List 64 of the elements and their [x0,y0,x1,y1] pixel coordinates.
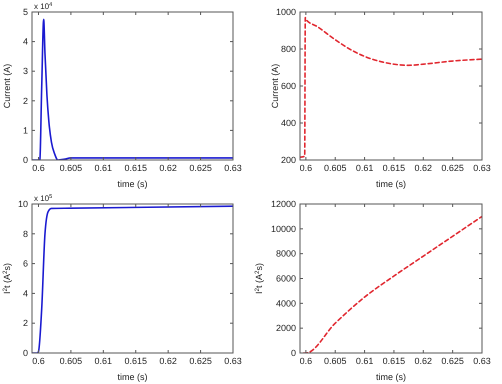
y-tick-label: 200 [280,155,296,165]
x-tick-label: 0.605 [60,356,82,366]
x-tick-label: 0.605 [324,356,346,366]
x-axis-title: time (s) [376,372,406,382]
line-series [300,16,482,158]
y-axis-title: Current (A) [2,64,12,108]
y-tick-label: 800 [280,44,296,54]
y-tick-label: 2 [22,318,28,328]
x-tick-label: 0.63 [473,356,491,366]
text: x 10$^{4}$ [34,2,52,11]
y-tick-label: 1000 [276,7,296,17]
x-tick-label: 0.62 [414,356,432,366]
line-series [32,18,233,160]
y-axis-title: Current (A) [270,64,280,108]
y-tick-label: 2 [22,96,28,106]
x-tick-label: 0.605 [324,163,346,173]
y-tick-label: 5 [22,7,28,17]
y-tick-label: 2000 [276,323,296,334]
x-tick-label: 0.63 [473,163,491,173]
line-series [32,205,233,353]
y-tick-label: 1 [22,125,28,136]
x-axis-title: time (s) [376,179,406,189]
x-tick-label: 0.61 [94,356,112,366]
x-tick-label: 0.6 [300,163,312,173]
y-tick-label: 4 [22,36,28,47]
y-tick-label: 0 [22,348,28,358]
x-tick-label: 0.6 [300,356,312,366]
x-tick-label: 0.615 [124,163,148,173]
x-tick-label: 0.6 [32,356,45,366]
y-tick-label: 4 [22,288,28,298]
x-tick-label: 0.625 [441,163,464,173]
text: x 10$^{5}$ [34,194,52,203]
line-series [302,216,482,353]
x-tick-label: 0.63 [224,356,242,366]
x-tick-label: 0.61 [356,356,374,366]
x-tick-label: 0.61 [356,163,374,173]
x-tick-label: 0.615 [382,356,406,366]
y-tick-label: 6000 [276,274,296,284]
y-tick-label: 8000 [276,248,296,259]
x-tick-label: 0.625 [441,356,464,366]
y-tick-label: 600 [280,81,296,91]
x-tick-label: 0.62 [414,163,432,173]
x-tick-label: 0.615 [382,163,406,173]
y-tick-label: 4000 [276,298,296,308]
x-tick-label: 0.625 [189,163,212,173]
y-tick-label: 10000 [270,224,296,234]
x-tick-label: 0.61 [94,163,112,173]
y-tick-label: 8 [22,228,28,239]
x-tick-label: 0.62 [159,163,177,173]
x-tick-label: 0.625 [189,356,212,366]
y-tick-label: 6 [22,258,28,269]
y-tick-label: 3 [22,66,28,76]
y-tick-label: 0 [22,155,28,165]
x-tick-label: 0.6 [32,163,45,173]
y-tick-label: 10 [18,199,28,209]
y-tick-label: 12000 [270,199,296,209]
x-axis-title: time (s) [118,179,148,189]
y-tick-label: 0 [290,348,296,358]
x-tick-label: 0.605 [60,163,82,173]
y-tick-label: 400 [280,118,296,128]
x-tick-label: 0.62 [159,356,177,366]
x-axis-title: time (s) [118,372,148,382]
x-tick-label: 0.615 [124,356,148,366]
x-tick-label: 0.63 [224,163,242,173]
